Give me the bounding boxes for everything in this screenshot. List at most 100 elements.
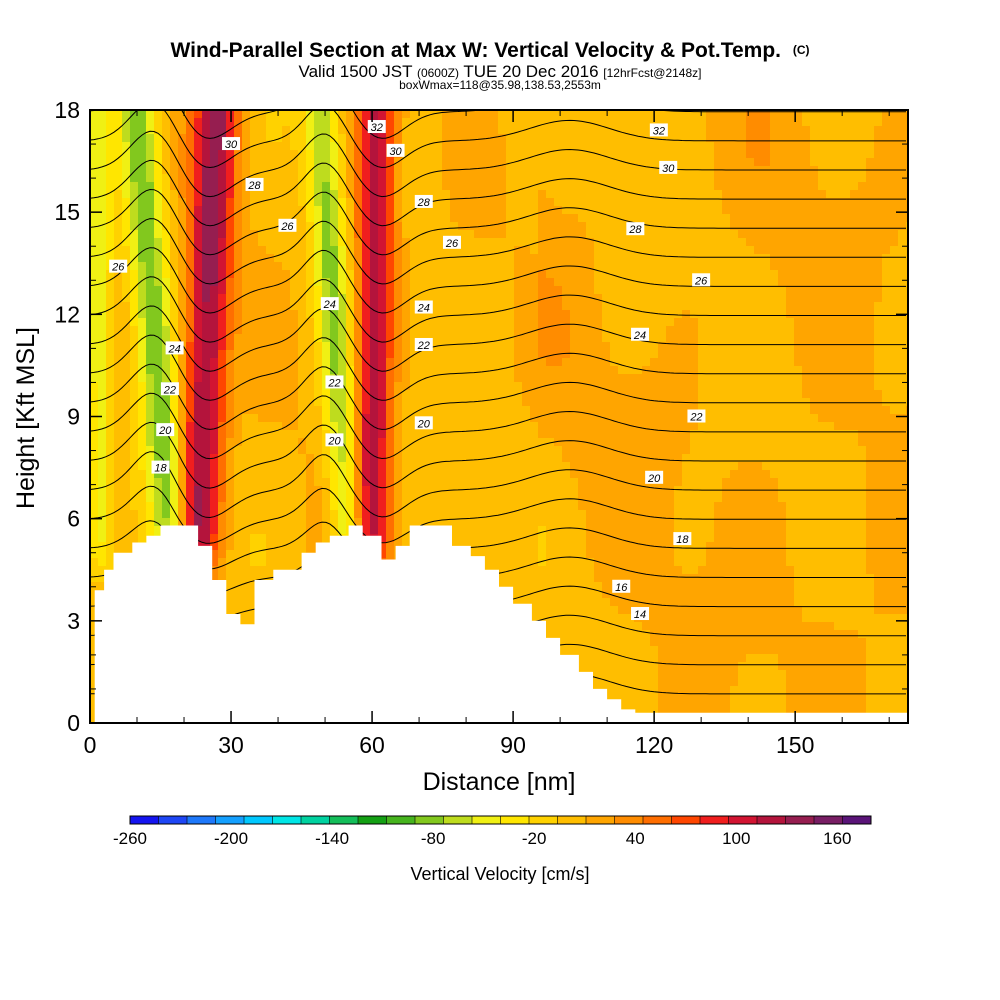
heat-cell (162, 190, 170, 198)
heat-cell (522, 254, 530, 262)
heat-cell (538, 550, 546, 558)
heat-cell (538, 494, 546, 502)
heat-cell (90, 302, 98, 310)
heat-cell (346, 206, 354, 214)
heat-cell (450, 446, 458, 454)
heat-cell (330, 142, 338, 150)
heat-cell (394, 390, 402, 398)
heat-cell (402, 118, 410, 126)
heat-cell (386, 190, 394, 198)
heat-cell (146, 262, 154, 270)
heat-cell (490, 230, 498, 238)
heat-cell (242, 518, 250, 526)
heat-cell (266, 398, 274, 406)
heat-cell (466, 446, 474, 454)
heat-cell (474, 550, 482, 558)
heat-cell (90, 390, 98, 398)
heat-cell (458, 134, 466, 142)
heat-cell (466, 182, 474, 190)
heat-cell (546, 190, 554, 198)
heat-cell (234, 478, 242, 486)
heat-cell (314, 262, 322, 270)
heat-cell (178, 446, 186, 454)
heat-cell (394, 414, 402, 422)
heat-cell (354, 294, 362, 302)
heat-cell (602, 126, 610, 134)
heat-cell (434, 142, 442, 150)
heat-cell (338, 478, 346, 486)
heat-cell (210, 294, 218, 302)
heat-cell (106, 198, 114, 206)
heat-cell (554, 542, 562, 550)
heat-cell (450, 414, 458, 422)
heat-cell (234, 302, 242, 310)
heat-cell (418, 190, 426, 198)
heat-cell (562, 438, 570, 446)
heat-cell (402, 446, 410, 454)
heat-cell (90, 638, 98, 646)
heat-cell (482, 230, 490, 238)
heat-cell (450, 454, 458, 462)
heat-cell (602, 542, 610, 550)
heat-cell (258, 334, 266, 342)
heat-cell (410, 334, 418, 342)
heat-cell (106, 166, 114, 174)
heat-cell (578, 326, 586, 334)
heat-cell (490, 542, 498, 550)
heat-cell (554, 438, 562, 446)
heat-cell (538, 334, 546, 342)
heat-cell (226, 222, 234, 230)
heat-cell (338, 222, 346, 230)
heat-cell (418, 126, 426, 134)
heat-cell (594, 206, 602, 214)
heat-cell (530, 166, 538, 174)
heat-cell (586, 422, 594, 430)
heat-cell (514, 430, 522, 438)
heat-cell (266, 478, 274, 486)
heat-cell (386, 526, 394, 534)
heat-cell (90, 662, 98, 670)
heat-cell (538, 342, 546, 350)
heat-cell (522, 286, 530, 294)
heat-cell (282, 534, 290, 542)
heat-cell (506, 438, 514, 446)
heat-cell (530, 334, 538, 342)
heat-cell (594, 422, 602, 430)
heat-cell (114, 406, 122, 414)
heat-cell (370, 462, 378, 470)
heat-cell (378, 238, 386, 246)
heat-cell (162, 206, 170, 214)
heat-cell (362, 174, 370, 182)
heat-cell (226, 502, 234, 510)
heat-cell (562, 190, 570, 198)
heat-cell (234, 278, 242, 286)
heat-cell (90, 670, 98, 678)
heat-cell (210, 534, 218, 542)
heat-cell (482, 174, 490, 182)
heat-cell (306, 398, 314, 406)
heat-cell (330, 230, 338, 238)
heat-cell (466, 422, 474, 430)
heat-cell (98, 110, 106, 118)
heat-cell (250, 222, 258, 230)
heat-cell (298, 526, 306, 534)
heat-cell (354, 174, 362, 182)
heat-cell (122, 470, 130, 478)
heat-cell (578, 382, 586, 390)
heat-cell (322, 214, 330, 222)
heat-cell (202, 174, 210, 182)
heat-cell (178, 438, 186, 446)
heat-cell (242, 150, 250, 158)
heat-cell (290, 310, 298, 318)
heat-cell (226, 214, 234, 222)
heat-cell (122, 150, 130, 158)
heat-cell (578, 278, 586, 286)
heat-cell (194, 230, 202, 238)
heat-cell (250, 158, 258, 166)
heat-cell (258, 566, 266, 574)
heat-cell (370, 302, 378, 310)
heat-cell (330, 358, 338, 366)
heat-cell (282, 254, 290, 262)
heat-cell (250, 358, 258, 366)
heat-cell (210, 518, 218, 526)
